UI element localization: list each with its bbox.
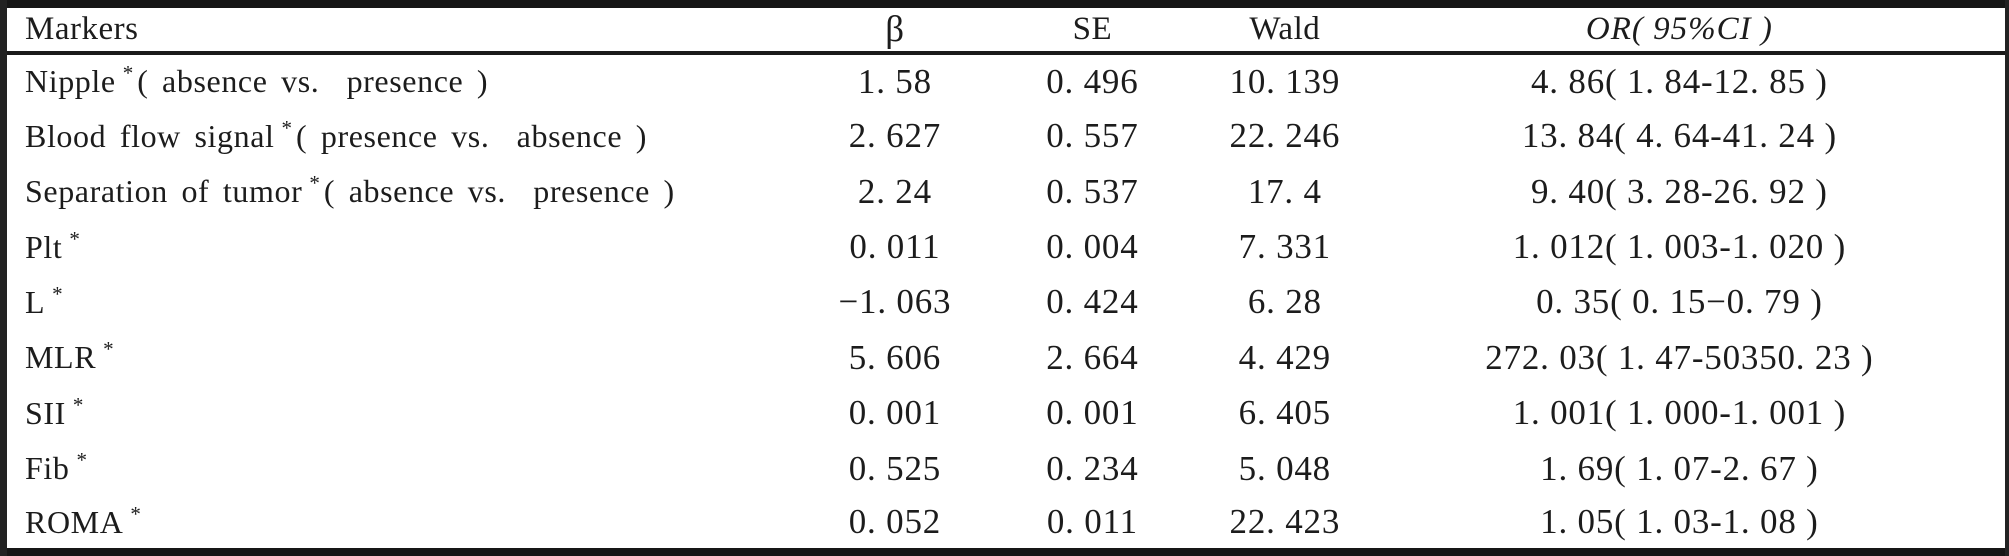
beta-value: 0. 011 xyxy=(849,227,941,267)
significance-asterisk: * xyxy=(281,115,293,140)
marker-label-cell: Separation of tumor *( absence vs. presen… xyxy=(0,164,790,219)
or-ci-value: 9. 40( 3. 28-26. 92 ) xyxy=(1531,171,1828,211)
or-ci-value: 1. 012( 1. 003-1. 020 ) xyxy=(1512,227,1847,267)
significance-asterisk: * xyxy=(72,392,84,417)
table-row-roma: ROMA * 0. 052 0. 011 22. 423 1. 05( 1. 03… xyxy=(0,497,2009,553)
table-row-blood-flow-signal: Blood flow signal *( presence vs. absence… xyxy=(0,108,2009,163)
marker-name: Blood flow signal xyxy=(25,117,275,154)
beta-value: 0. 001 xyxy=(848,393,942,433)
marker-name: Plt xyxy=(25,228,63,265)
se-value: 0. 001 xyxy=(1046,393,1139,433)
table-row-l: L * −1. 063 0. 424 6. 28 0. 35( 0. 15−0. … xyxy=(0,275,2009,330)
marker-condition: ( absence vs. presence ) xyxy=(323,173,675,210)
wald-value: 4. 429 xyxy=(1238,337,1331,377)
significance-asterisk: * xyxy=(309,171,320,196)
table-row-mlr: MLR * 5. 606 2. 664 4. 429 272. 03( 1. 47… xyxy=(0,330,2009,385)
or-ci-value: 1. 001( 1. 000-1. 001 ) xyxy=(1512,393,1847,433)
marker-name: MLR xyxy=(25,339,97,376)
se-value: 0. 011 xyxy=(1046,502,1138,542)
table-row-separation-of-tumor: Separation of tumor *( absence vs. presen… xyxy=(0,164,2009,219)
scan-edge-left xyxy=(0,0,7,556)
header-row: Markers β SE Wald OR( 95%CI ) xyxy=(0,4,2009,55)
beta-value: 0. 525 xyxy=(848,448,942,488)
significance-asterisk: * xyxy=(52,281,63,306)
marker-label-cell: Nipple *( absence vs. presence ) xyxy=(0,53,790,108)
or-ci-value: 1. 05( 1. 03-1. 08 ) xyxy=(1540,502,1819,542)
or-ci-value: 1. 69( 1. 07-2. 67 ) xyxy=(1540,448,1819,488)
significance-asterisk: * xyxy=(130,501,141,526)
beta-value: 1. 58 xyxy=(857,61,932,101)
beta-value: 2. 627 xyxy=(848,116,942,156)
col-header-wald: Wald xyxy=(1184,4,1385,55)
wald-value: 5. 048 xyxy=(1238,448,1331,488)
se-value: 0. 004 xyxy=(1046,227,1139,267)
col-header-or-95ci: OR( 95%CI ) xyxy=(1384,4,2009,55)
marker-label-cell: MLR * xyxy=(0,330,790,385)
or-ci-value: 4. 86( 1. 84-12. 85 ) xyxy=(1531,61,1828,101)
se-value: 0. 496 xyxy=(1046,61,1139,101)
se-value: 0. 557 xyxy=(1046,116,1139,156)
se-value: 0. 424 xyxy=(1046,282,1139,322)
se-value: 0. 537 xyxy=(1046,171,1139,211)
significance-asterisk: * xyxy=(122,61,134,86)
table-row-nipple: Nipple *( absence vs. presence ) 1. 58 0.… xyxy=(0,53,2009,108)
marker-name: Nipple xyxy=(25,63,116,100)
col-header-beta: β xyxy=(789,4,1000,55)
col-header-markers: Markers xyxy=(0,4,790,55)
marker-label-cell: Fib * xyxy=(0,441,790,496)
beta-value: −1. 063 xyxy=(838,282,952,322)
marker-label-cell: Blood flow signal *( presence vs. absence… xyxy=(0,108,790,163)
wald-value: 22. 423 xyxy=(1229,502,1341,542)
se-value: 0. 234 xyxy=(1046,448,1139,488)
marker-label-cell: SII * xyxy=(0,386,790,441)
wald-value: 6. 405 xyxy=(1238,393,1331,433)
wald-value: 22. 246 xyxy=(1229,116,1341,156)
significance-asterisk: * xyxy=(103,337,114,362)
col-header-se: SE xyxy=(999,4,1185,55)
beta-value: 0. 052 xyxy=(848,502,942,542)
significance-asterisk: * xyxy=(76,448,88,473)
marker-label-cell: Plt * xyxy=(0,219,790,274)
table-row-plt: Plt * 0. 011 0. 004 7. 331 1. 012( 1. 003… xyxy=(0,219,2009,274)
marker-condition: ( presence vs. absence ) xyxy=(296,117,647,154)
marker-name: L xyxy=(25,283,46,320)
wald-value: 10. 139 xyxy=(1229,61,1341,101)
table-row-fib: Fib * 0. 525 0. 234 5. 048 1. 69( 1. 07-2… xyxy=(0,441,2009,496)
or-ci-value: 272. 03( 1. 47-50350. 23 ) xyxy=(1485,337,1874,377)
marker-label-cell: ROMA * xyxy=(0,497,790,553)
wald-value: 17. 4 xyxy=(1247,171,1322,211)
marker-name: ROMA xyxy=(25,503,124,540)
wald-value: 6. 28 xyxy=(1247,282,1322,322)
beta-value: 5. 606 xyxy=(848,337,942,377)
marker-name: SII xyxy=(25,394,66,431)
marker-condition: ( absence vs. presence ) xyxy=(137,63,489,100)
marker-name: Separation of tumor xyxy=(25,173,303,210)
significance-asterisk: * xyxy=(69,226,80,251)
marker-name: Fib xyxy=(25,450,70,487)
table-row-sii: SII * 0. 001 0. 001 6. 405 1. 001( 1. 000… xyxy=(0,386,2009,441)
marker-label-cell: L * xyxy=(0,275,790,330)
wald-value: 7. 331 xyxy=(1238,227,1331,267)
beta-value: 2. 24 xyxy=(857,171,932,211)
or-ci-value: 0. 35( 0. 15−0. 79 ) xyxy=(1536,282,1823,322)
se-value: 2. 664 xyxy=(1046,337,1139,377)
scan-edge-right xyxy=(2005,0,2009,556)
or-ci-value: 13. 84( 4. 64-41. 24 ) xyxy=(1521,116,1837,156)
